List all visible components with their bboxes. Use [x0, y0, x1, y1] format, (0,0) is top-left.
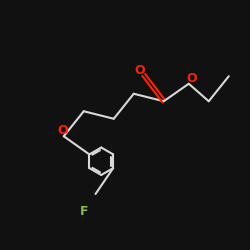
Text: F: F	[80, 205, 88, 218]
Text: O: O	[135, 64, 145, 76]
Text: O: O	[57, 124, 68, 136]
Text: O: O	[186, 72, 196, 85]
